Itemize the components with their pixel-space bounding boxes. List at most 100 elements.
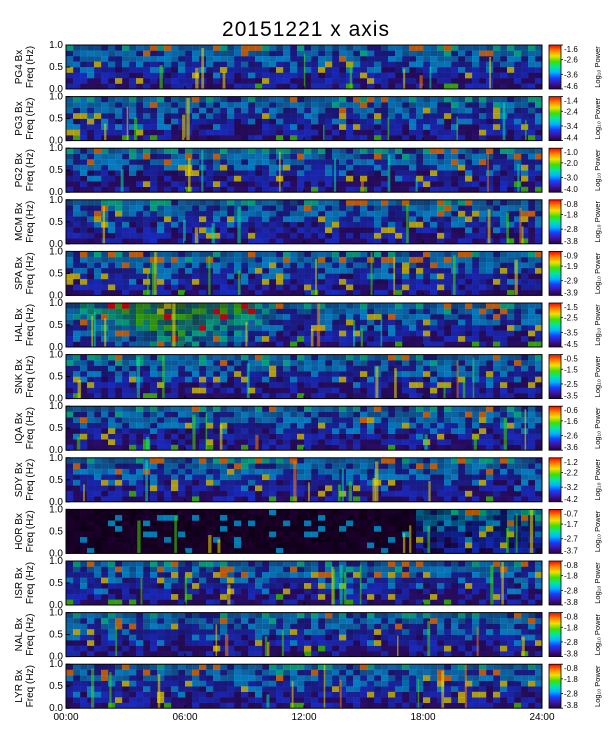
y-axis-label: ISR BxFreq (Hz) [14,562,36,604]
y-tick-label: 0.5 [49,217,63,228]
colorbar-tick-label: -3.0 [564,174,578,183]
y-tick-label: 0.0 [49,394,63,405]
y-tick-label: 0.5 [49,114,63,125]
spectrogram-texture [66,406,543,451]
colorbar-title: Log₁₀ Power [593,201,602,243]
panel-hor: 0.0 0.5 1.0 HOR BxFreq (Hz) -0.7 -1.7 -2.7 -3.7… [14,504,602,559]
y-tick-label: 0.5 [49,681,63,692]
y-tick-label: 0.0 [49,548,63,559]
colorbar-tick-label: -3.7 [564,546,578,555]
y-axis-label: SNK BxFreq (Hz) [14,355,36,397]
colorbar-title: Log₁₀ Power [593,665,602,707]
colorbar-iqa [548,405,562,451]
colorbar-tick-label: -0.8 [564,200,578,209]
y-tick-label: 0.0 [49,445,63,456]
colorbar-tick-label: -1.0 [564,148,578,157]
colorbar-tick-label: -4.6 [564,82,578,91]
spectrogram-texture [66,148,543,193]
colorbar-nal [548,612,562,657]
spectrogram-texture [66,561,543,606]
colorbar-sdy [548,457,562,503]
colorbar-tick-label: -2.2 [564,468,578,477]
colorbar-tick-label: -2.5 [564,314,578,323]
x-tick-label: 24:00 [529,712,554,723]
colorbar-tick-label: -4.2 [564,495,578,504]
y-tick-label: 1.0 [49,298,63,309]
y-axis-label: SDY BxFreq (Hz) [14,459,36,501]
panel-mcm: 0.0 0.5 1.0 MCM BxFreq (Hz) -0.8-1.8 -2.8 -3.8… [14,195,602,250]
colorbar-tick-label: -2.5 [564,380,578,389]
panel-sdy: 0.0 0.5 1.0 SDY BxFreq (Hz) -1.2-2.2 -3.2 -4.2… [14,453,602,508]
colorbar-title: Log₁₀ Power [593,613,602,655]
colorbar-snk [548,354,562,400]
colorbar-hor [548,508,562,554]
y-tick-label: 0.5 [49,372,63,383]
y-tick-label: 0.5 [49,630,63,641]
colorbar-pg2 [548,147,562,193]
colorbar-tick-label: -2.8 [564,225,578,234]
colorbar-title: Log₁₀ Power [593,304,602,346]
y-tick-label: 1.0 [49,504,63,515]
y-tick-label: 1.0 [49,556,63,567]
y-axis-label: MCM BxFreq (Hz) [14,201,36,243]
spectrogram-texture [66,251,543,296]
y-axis-label: HOR BxFreq (Hz) [14,510,36,552]
y-tick-label: 0.0 [49,600,63,611]
colorbar-tick-label: -0.5 [564,355,578,364]
y-tick-label: 0.5 [49,62,63,73]
y-axis-label: IQA BxFreq (Hz) [14,407,36,449]
y-tick-label: 0.5 [49,165,63,176]
colorbar-tick-label: -2.8 [564,690,578,699]
spectrogram-texture [66,354,543,399]
colorbar-tick-label: -3.5 [564,328,578,337]
y-tick-label: 1.0 [49,608,63,619]
spectrogram-texture [66,96,543,141]
colorbar-title: Log₁₀ Power [593,407,602,449]
colorbar-tick-label: -0.9 [564,251,578,260]
panel-pg4: 0.0 0.5 1.0 PG4 BxFreq (Hz) -1.6 -2.6 -3.6 -4.6… [14,40,602,95]
y-tick-label: 1.0 [49,659,63,670]
spectrogram-texture [66,457,543,503]
y-tick-label: 1.0 [49,350,63,361]
spectrogram-texture [66,612,543,657]
panel-lyr: 0.0 0.5 1.0 LYR BxFreq (Hz) -0.8 -1.8 -2.8 -3.8… [14,659,602,714]
colorbar-tick-label: -3.8 [564,701,578,710]
y-axis-label: PG2 BxFreq (Hz) [14,149,36,191]
colorbar-title: Log₁₀ Power [593,252,602,294]
colorbar-hal [548,302,562,348]
colorbar-tick-label: -3.6 [564,70,578,79]
y-tick-label: 0.0 [49,290,63,301]
colorbar-tick-label: -1.5 [564,303,578,312]
colorbar-tick-label: -1.4 [564,97,578,106]
y-tick-label: 1.0 [49,40,63,51]
panel-iqa: 0.0 0.5 1.0 IQA BxFreq (Hz) -0.6 -1.6 -2.6 -3.6… [14,401,602,456]
y-tick-label: 0.5 [49,268,63,279]
colorbar-spa [548,250,562,296]
panel-pg2: 0.0 0.5 1.0 PG2 BxFreq (Hz) -1.0 -2.0 -3.0 -4.0… [14,143,602,198]
colorbar-title: Log₁₀ Power [593,149,602,191]
colorbar-tick-label: -3.8 [564,237,578,246]
colorbar-tick-label: -0.8 [564,664,578,673]
y-tick-label: 0.0 [49,239,63,250]
colorbar-tick-label: -2.9 [564,277,578,286]
colorbar-tick-label: -2.7 [564,535,578,544]
colorbar-tick-label: -2.8 [564,638,578,647]
y-axis-label: NAL BxFreq (Hz) [14,613,36,655]
y-axis-label: HAL BxFreq (Hz) [14,304,36,346]
colorbar-tick-label: -1.8 [564,675,578,684]
panel-pg3: 0.0 0.5 1.0 PG3 BxFreq (Hz) -1.4-2.4 -3.4 -4.4… [14,92,602,147]
y-tick-label: 0.5 [49,475,63,486]
y-tick-label: 0.5 [49,578,63,589]
y-tick-label: 1.0 [49,92,63,103]
x-tick-label: 18:00 [410,712,435,723]
colorbar-tick-label: -3.8 [564,598,578,607]
colorbar-title: Log₁₀ Power [593,46,602,88]
panel-hal: 0.0 0.5 1.0 HAL BxFreq (Hz) -1.5 -2.5 -3.5 -4.5… [14,298,602,353]
colorbar-tick-label: -2.0 [564,159,578,168]
y-tick-label: 1.0 [49,143,63,154]
colorbar-tick-label: -1.2 [564,458,578,467]
y-tick-label: 0.0 [49,187,63,198]
colorbar-tick-label: -1.5 [564,365,578,374]
colorbar-tick-label: -0.8 [564,561,578,570]
spectrogram-texture [66,303,543,348]
